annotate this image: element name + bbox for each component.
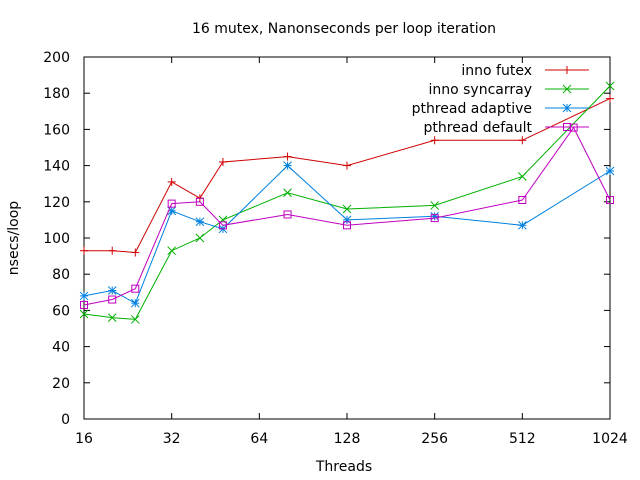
data-point xyxy=(167,246,177,256)
data-point xyxy=(108,246,117,255)
series-pthread-default xyxy=(80,123,614,309)
data-point xyxy=(517,220,527,230)
y-tick-label: 0 xyxy=(61,412,70,428)
data-point xyxy=(131,248,140,257)
series-group xyxy=(79,81,615,324)
data-point xyxy=(606,195,614,204)
y-tick-label: 160 xyxy=(43,122,70,138)
data-point xyxy=(518,136,527,145)
data-point xyxy=(605,166,615,176)
x-tick-label: 32 xyxy=(163,431,181,447)
data-point xyxy=(80,300,88,309)
data-point xyxy=(283,152,292,161)
data-point xyxy=(130,315,140,324)
data-point xyxy=(195,197,204,206)
y-tick-label: 120 xyxy=(43,195,70,211)
legend-entry: inno syncarray xyxy=(428,82,589,98)
y-tick-label: 20 xyxy=(52,376,70,392)
data-point xyxy=(605,81,615,91)
x-tick-label: 128 xyxy=(334,431,361,447)
data-point xyxy=(518,195,527,204)
data-point xyxy=(343,221,351,230)
y-tick-label: 80 xyxy=(52,267,70,283)
legend-label: pthread default xyxy=(424,120,533,136)
y-tick-label: 100 xyxy=(43,231,70,247)
y-tick-label: 60 xyxy=(52,303,70,319)
data-point xyxy=(342,204,352,214)
legend-label: inno syncarray xyxy=(428,82,532,98)
legend-marker xyxy=(563,123,571,131)
data-point xyxy=(80,246,88,255)
data-point xyxy=(430,201,440,210)
x-tick-label: 64 xyxy=(250,431,268,447)
legend-marker xyxy=(562,84,572,94)
data-point xyxy=(283,188,292,198)
x-axis-label: Threads xyxy=(315,459,372,475)
legend-entry: pthread adaptive xyxy=(412,101,589,117)
y-tick-label: 200 xyxy=(43,50,70,66)
data-point xyxy=(130,298,140,308)
legend-label: pthread adaptive xyxy=(412,101,532,117)
data-point xyxy=(342,215,352,225)
series-inno-syncarray xyxy=(79,81,615,324)
data-point xyxy=(107,313,117,322)
data-point xyxy=(108,295,117,304)
data-point xyxy=(107,286,117,295)
data-point xyxy=(195,233,205,243)
x-tick-label: 1024 xyxy=(592,431,628,447)
chart-title: 16 mutex, Nanonseconds per loop iteratio… xyxy=(192,21,496,37)
data-point xyxy=(218,221,227,230)
x-tick-label: 16 xyxy=(75,431,93,447)
axes: 0 20 40 60 80 100 120 140 160 180 200 16 32 64 128 256 5… xyxy=(43,50,628,447)
x-tick-label: 256 xyxy=(421,431,448,447)
legend-marker xyxy=(562,103,572,113)
data-point xyxy=(430,136,439,145)
y-tick-label: 180 xyxy=(43,86,70,102)
data-point xyxy=(343,161,351,170)
series-inno-futex xyxy=(80,94,614,257)
legend-entry: inno futex xyxy=(461,63,589,79)
data-point xyxy=(283,210,292,219)
data-point xyxy=(195,217,205,227)
data-point xyxy=(218,157,227,166)
data-point xyxy=(79,309,89,319)
y-tick-label: 40 xyxy=(52,340,70,356)
data-point xyxy=(517,172,527,181)
y-axis-label: nsecs/loop xyxy=(6,201,22,276)
data-point xyxy=(131,284,140,293)
legend: inno futex inno syncarray pthread adaptive… xyxy=(412,63,589,136)
data-point xyxy=(283,161,292,170)
data-point xyxy=(79,291,89,301)
x-tick-label: 512 xyxy=(509,431,536,447)
legend-marker xyxy=(563,66,571,74)
data-point xyxy=(606,94,614,103)
legend-label: inno futex xyxy=(461,63,532,79)
legend-entry: pthread default xyxy=(424,120,589,136)
y-tick-label: 140 xyxy=(43,159,70,175)
series-line xyxy=(83,164,611,304)
data-point xyxy=(430,214,439,223)
data-point xyxy=(167,177,176,186)
data-point xyxy=(430,211,440,221)
data-point xyxy=(167,199,176,208)
